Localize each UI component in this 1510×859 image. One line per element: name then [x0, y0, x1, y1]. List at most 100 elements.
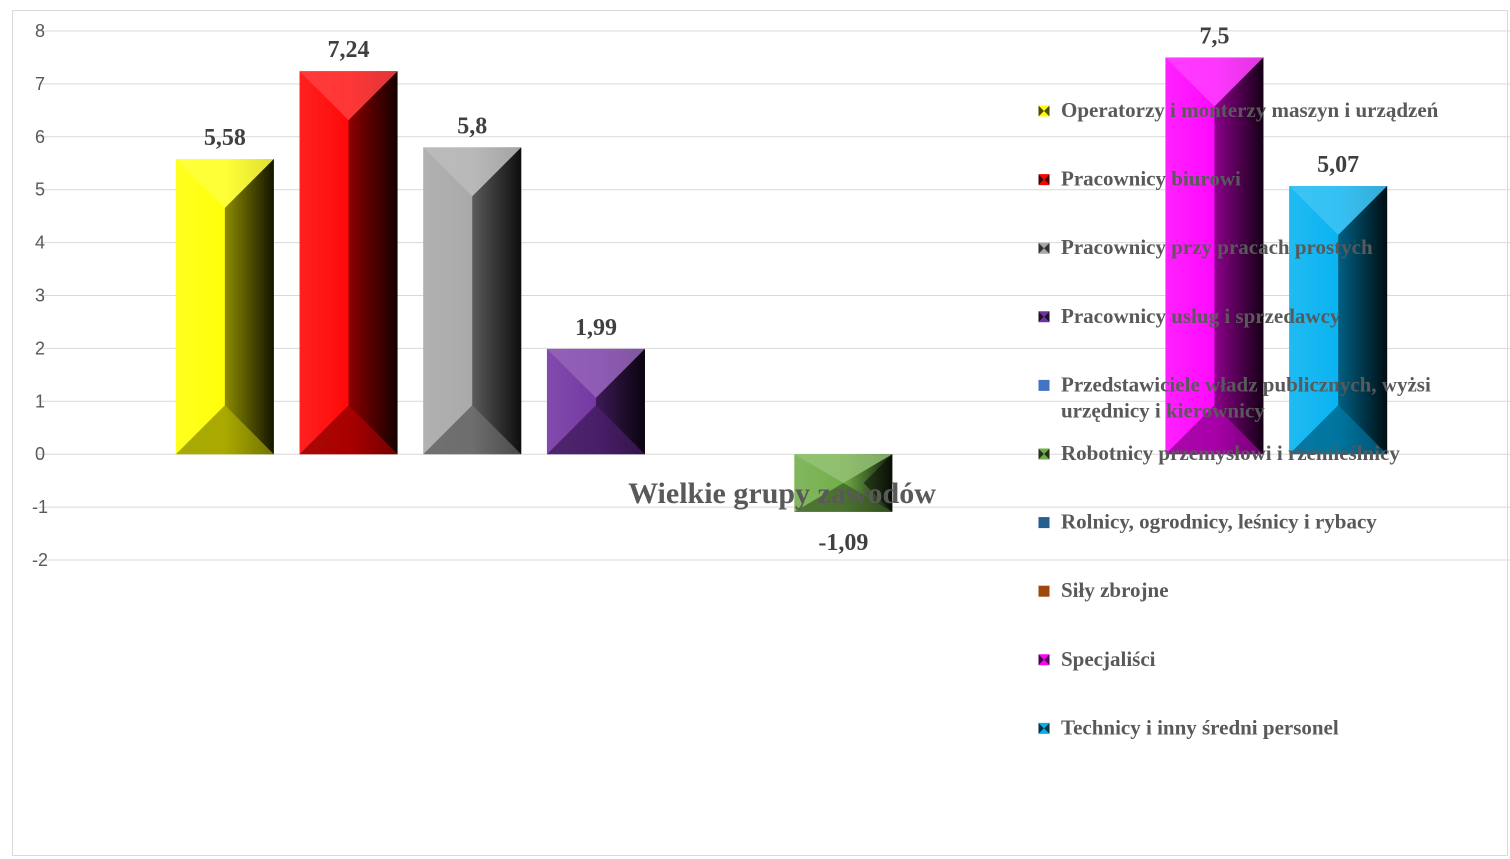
bar-bevel-top	[299, 71, 398, 121]
bar-bevel-bottom	[546, 405, 645, 455]
bar-bevel-top	[546, 348, 645, 398]
legend-marker	[1038, 722, 1044, 734]
legend-label: Technicy i inny średni personel	[1061, 715, 1339, 739]
legend-marker	[1038, 659, 1050, 666]
x-axis-title: Wielkie grupy zawodów	[628, 477, 936, 510]
bar-body	[1165, 57, 1264, 455]
y-tick-label: 8	[35, 21, 45, 41]
bar-bevel-bottom	[1289, 405, 1388, 455]
y-tick-label: 0	[35, 444, 45, 464]
legend-marker	[1038, 316, 1050, 323]
bar	[1289, 185, 1388, 455]
legend-label: Pracownicy przy pracach prostych	[1061, 235, 1373, 259]
legend-marker	[1044, 448, 1050, 460]
legend-item[interactable]: Operatorzy i monterzy maszyn i urządzeń	[1038, 98, 1439, 122]
bar-bevel-bottom	[794, 483, 893, 512]
legend-label: Przedstawiciele władz publicznych, wyżsi…	[1061, 372, 1431, 422]
bar-bevel-top	[423, 147, 522, 197]
bars	[175, 57, 1388, 512]
legend-marker	[1038, 105, 1044, 117]
legend-item[interactable]: Rolnicy, ogrodnicy, leśnicy i rybacy	[1038, 510, 1378, 534]
legend-marker	[1044, 311, 1050, 323]
bar-bevel-right	[224, 159, 274, 455]
bar-bevel-left	[299, 71, 349, 455]
bar-bevel-left	[423, 147, 473, 455]
legend-label: Specjaliści	[1061, 647, 1156, 671]
bar-bevel-right	[1214, 57, 1264, 455]
bar-body	[175, 159, 274, 455]
gridlines: -2 -1 0 1 2 3 4 5 6 7 8	[32, 21, 1510, 570]
data-label: 5,58	[204, 125, 246, 151]
legend-marker	[1038, 448, 1044, 460]
legend-marker	[1038, 654, 1044, 666]
legend-marker	[1044, 105, 1050, 117]
y-tick-label: 3	[35, 286, 45, 306]
y-tick-label: 4	[35, 233, 45, 253]
legend: Operatorzy i monterzy maszyn i urządzeń P…	[1038, 98, 1439, 739]
bar	[1165, 57, 1264, 455]
y-tick-label: -1	[32, 497, 48, 517]
bar-bevel-top	[1165, 57, 1264, 107]
data-label: 5,07	[1317, 152, 1359, 178]
bar-bevel-right	[1338, 185, 1388, 455]
bar-bevel-left	[1289, 185, 1339, 455]
bar-bevel-left	[1165, 57, 1215, 455]
data-labels: 5,58 7,24 5,8 1,99 -1,09 7,5 5,07	[204, 23, 1359, 555]
data-label: 1,99	[575, 315, 617, 341]
bar	[175, 159, 274, 455]
legend-marker	[1038, 242, 1050, 249]
data-label: 7,5	[1199, 23, 1229, 49]
bar-bevel-bottom	[175, 405, 274, 455]
y-tick-label: 7	[35, 74, 45, 94]
legend-marker	[1038, 179, 1050, 186]
bar-bevel-bottom	[1165, 405, 1264, 455]
bar	[299, 71, 398, 455]
legend-item[interactable]: Przedstawiciele władz publicznych, wyżsi…	[1038, 372, 1431, 422]
legend-item[interactable]: Technicy i inny średni personel	[1038, 715, 1339, 739]
legend-marker	[1044, 174, 1050, 186]
legend-marker	[1038, 379, 1050, 391]
bar-bevel-right	[472, 147, 522, 455]
legend-item[interactable]: Robotnicy przemysłowi i rzemieślnicy	[1038, 441, 1401, 465]
legend-marker	[1038, 454, 1050, 460]
legend-marker	[1038, 174, 1050, 180]
legend-item[interactable]: Pracownicy biurowi	[1038, 167, 1242, 191]
y-tick-label: 1	[35, 391, 45, 411]
legend-label: Rolnicy, ogrodnicy, leśnicy i rybacy	[1061, 510, 1377, 534]
legend-item[interactable]: Pracownicy usług i sprzedawcy	[1038, 304, 1341, 328]
legend-item[interactable]: Siły zbrojne	[1038, 578, 1169, 602]
bar-bevel-top	[794, 454, 893, 484]
y-tick-label: 5	[35, 180, 45, 200]
legend-marker	[1044, 242, 1050, 254]
bar-bevel-left	[546, 348, 596, 455]
legend-marker	[1038, 585, 1050, 597]
legend-marker	[1038, 311, 1050, 317]
legend-item[interactable]: Pracownicy przy pracach prostych	[1038, 235, 1373, 259]
legend-marker	[1038, 654, 1050, 660]
legend-marker	[1044, 654, 1050, 666]
y-tick-label: -2	[32, 550, 48, 570]
data-label: -1,09	[818, 530, 868, 556]
legend-item[interactable]: Specjaliści	[1038, 647, 1156, 671]
legend-marker	[1044, 722, 1050, 734]
bar-bevel-right	[595, 348, 645, 455]
legend-marker	[1038, 242, 1044, 254]
data-label: 5,8	[457, 113, 487, 139]
bar-bevel-right	[348, 71, 398, 455]
bar	[794, 454, 893, 512]
bar-bevel-right	[863, 454, 893, 512]
bar	[546, 348, 645, 455]
legend-label: Pracownicy biurowi	[1061, 167, 1241, 191]
data-label: 7,24	[328, 37, 370, 63]
legend-marker	[1038, 728, 1050, 734]
legend-label: Operatorzy i monterzy maszyn i urządzeń	[1061, 98, 1439, 122]
bar	[423, 147, 522, 455]
legend-label: Robotnicy przemysłowi i rzemieślnicy	[1061, 441, 1400, 465]
legend-marker	[1038, 111, 1050, 117]
legend-marker	[1038, 248, 1050, 254]
bar-body	[299, 71, 398, 455]
legend-marker	[1038, 722, 1050, 729]
bar-body	[423, 147, 522, 455]
bar-bevel-left	[794, 454, 824, 512]
